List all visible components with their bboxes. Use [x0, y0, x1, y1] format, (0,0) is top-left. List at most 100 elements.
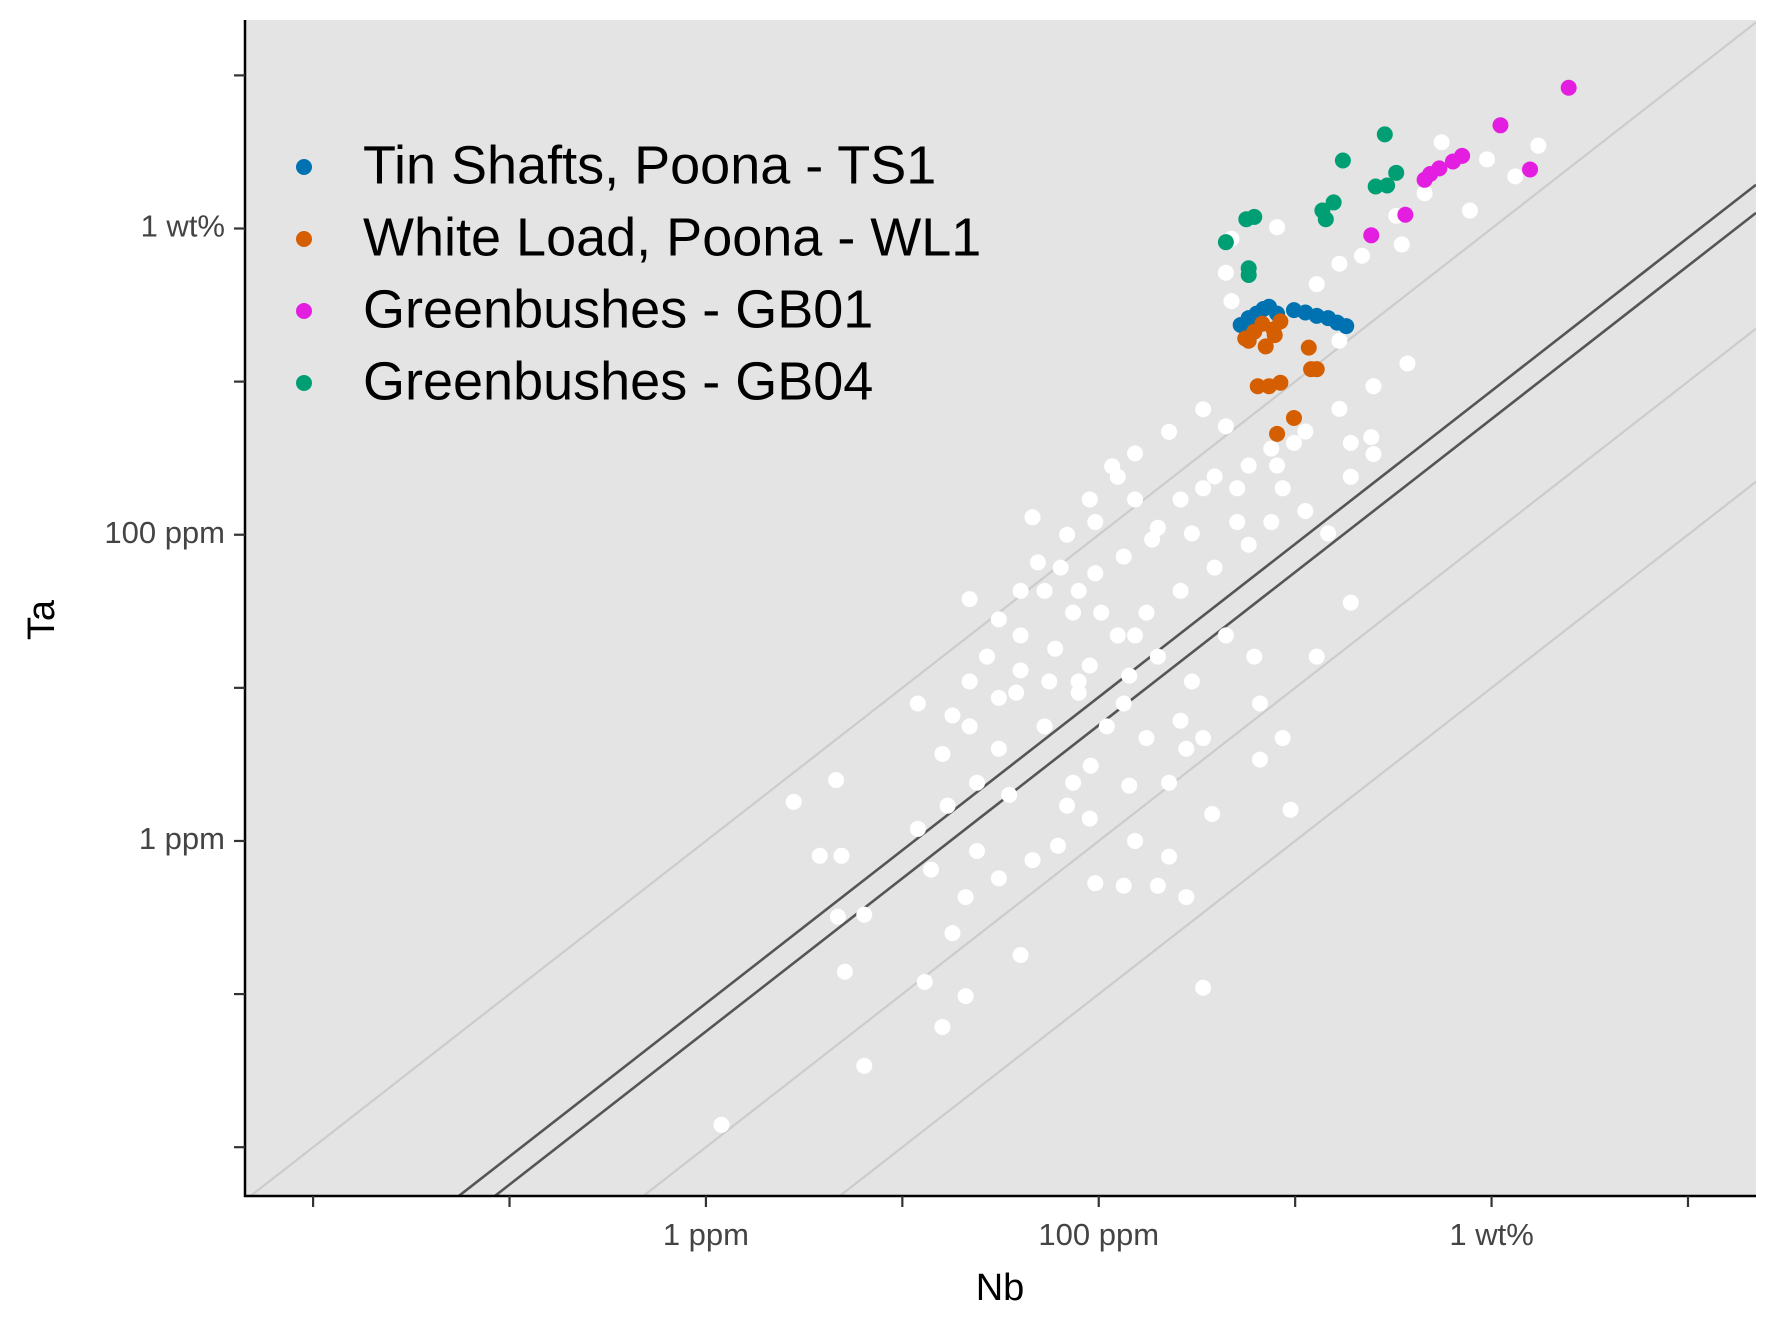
plot-area	[248, 21, 1756, 1196]
data-point	[1560, 79, 1577, 96]
background-point	[1399, 355, 1416, 372]
y-tick-label: 100 ppm	[104, 515, 225, 550]
background-point	[1024, 509, 1041, 526]
background-point	[1070, 684, 1087, 701]
background-point	[1087, 514, 1104, 531]
background-point	[1246, 648, 1263, 665]
y-tick-label: 1 ppm	[139, 821, 225, 856]
background-point	[909, 820, 926, 837]
background-point	[1223, 293, 1240, 310]
data-point	[1397, 206, 1414, 223]
data-point	[1272, 374, 1289, 391]
background-point	[1024, 852, 1041, 869]
background-point	[856, 906, 873, 923]
background-point	[1363, 429, 1380, 446]
background-point	[1115, 877, 1132, 894]
background-point	[1070, 673, 1087, 690]
background-point	[1461, 202, 1478, 219]
background-point	[1354, 247, 1371, 264]
data-point	[1272, 313, 1289, 330]
x-axis-title: Nb	[976, 1267, 1025, 1309]
background-point	[1251, 695, 1268, 712]
background-point	[1127, 445, 1144, 462]
background-point	[1127, 832, 1144, 849]
data-point	[1217, 234, 1234, 251]
background-point	[1161, 848, 1178, 865]
background-point	[916, 973, 933, 990]
background-point	[1183, 673, 1200, 690]
data-point	[1308, 361, 1325, 378]
background-point	[1036, 582, 1053, 599]
background-point	[939, 797, 956, 814]
background-point	[1172, 712, 1189, 729]
background-point	[1081, 810, 1098, 827]
background-point	[1149, 877, 1166, 894]
background-point	[1109, 468, 1126, 485]
background-point	[923, 861, 940, 878]
x-tick-label: 1 wt%	[1449, 1217, 1533, 1252]
background-point	[1178, 740, 1195, 757]
reference-line	[837, 480, 1756, 1196]
background-point	[1530, 137, 1547, 154]
legend-label: White Load, Poona - WL1	[363, 207, 981, 267]
background-point	[1144, 531, 1161, 548]
background-point	[1115, 695, 1132, 712]
background-point	[1217, 264, 1234, 281]
data-point	[1388, 164, 1405, 181]
x-tick-label: 1 ppm	[663, 1217, 749, 1252]
reference-line	[248, 21, 1756, 1196]
plot-background	[245, 20, 1756, 1196]
background-point	[713, 1116, 730, 1133]
background-point	[1297, 502, 1314, 519]
background-point	[1065, 604, 1082, 621]
legend-label: Tin Shafts, Poona - TS1	[363, 135, 936, 195]
background-point	[1308, 276, 1325, 293]
background-point	[1331, 332, 1348, 349]
background-point	[1342, 434, 1359, 451]
background-point	[1331, 255, 1348, 272]
data-point	[1338, 318, 1355, 335]
y-axis-title: Ta	[21, 599, 63, 640]
background-point	[957, 988, 974, 1005]
data-point	[1325, 194, 1342, 211]
background-point	[1274, 480, 1291, 497]
background-point	[1297, 423, 1314, 440]
data-point	[1300, 339, 1317, 356]
background-point	[1121, 667, 1138, 684]
background-point	[1065, 774, 1082, 791]
background-point	[856, 1057, 873, 1074]
background-point	[1012, 946, 1029, 963]
x-tick-label: 100 ppm	[1038, 1217, 1159, 1252]
data-point	[1240, 266, 1257, 283]
background-point	[1041, 673, 1058, 690]
background-point	[990, 740, 1007, 757]
background-point	[1282, 801, 1299, 818]
background-point	[828, 772, 845, 789]
background-point	[1479, 151, 1496, 168]
background-point	[1393, 236, 1410, 253]
background-point	[1320, 525, 1337, 542]
background-point	[1012, 627, 1029, 644]
background-point	[1365, 378, 1382, 395]
data-point	[1363, 227, 1380, 244]
reference-line	[456, 183, 1756, 1196]
background-point	[811, 847, 828, 864]
background-point	[1274, 730, 1291, 747]
background-point	[1365, 446, 1382, 463]
background-point	[1115, 548, 1132, 565]
background-point	[1217, 627, 1234, 644]
background-point	[990, 870, 1007, 887]
background-point	[1195, 979, 1212, 996]
background-point	[1416, 185, 1433, 202]
background-point	[990, 611, 1007, 628]
background-point	[1082, 757, 1099, 774]
background-point	[785, 793, 802, 810]
background-point	[1172, 491, 1189, 508]
background-point	[934, 1018, 951, 1035]
background-point	[1269, 457, 1286, 474]
legend-label: Greenbushes - GB01	[363, 279, 873, 339]
background-point	[1087, 875, 1104, 892]
background-point	[829, 908, 846, 925]
background-point	[1087, 565, 1104, 582]
